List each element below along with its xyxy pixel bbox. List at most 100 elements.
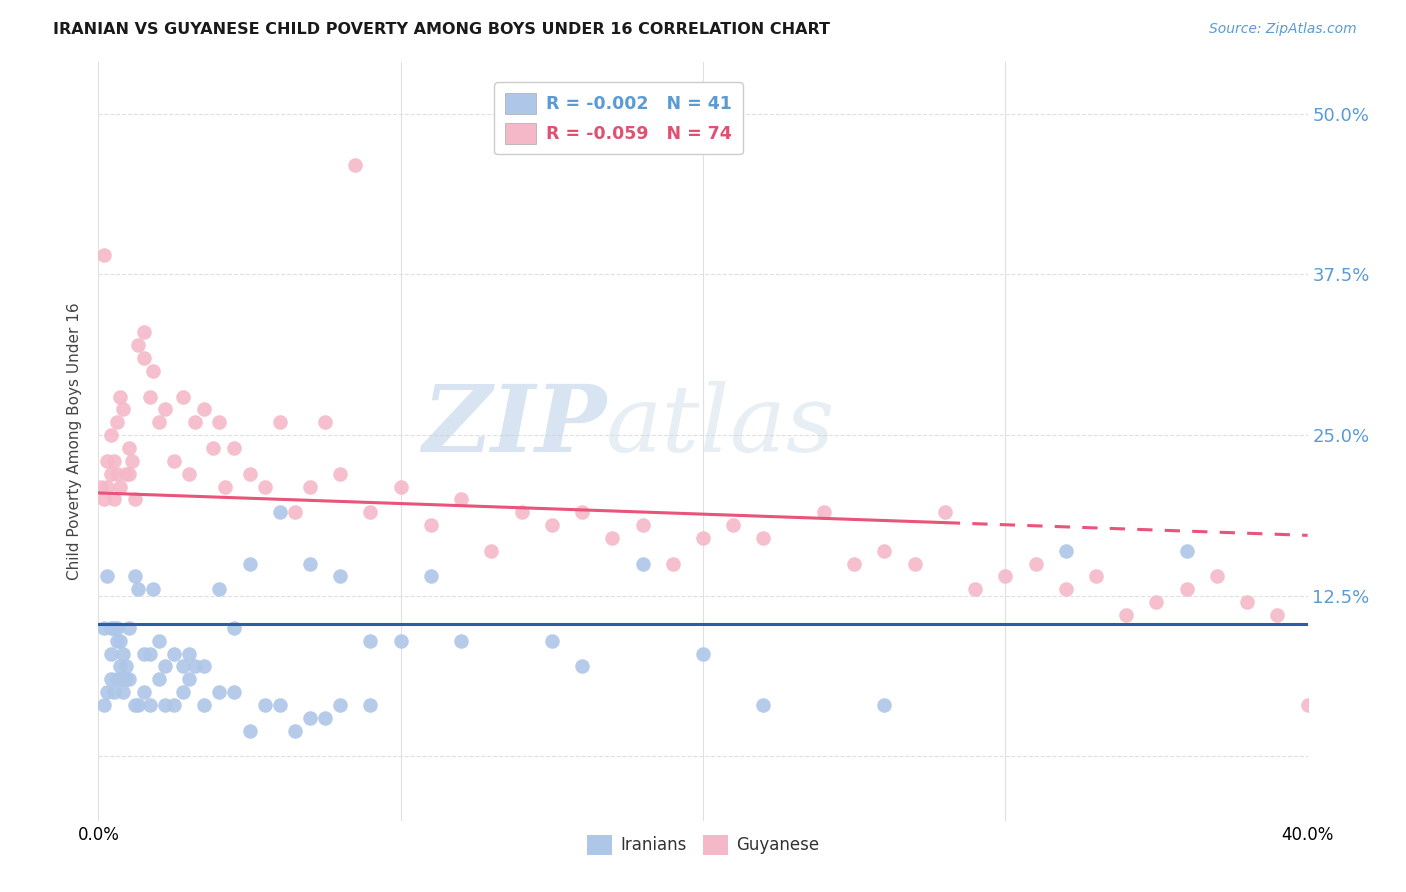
Point (208, 582, 231, 597)
Point (172, 659, 194, 673)
Point (105, 415, 128, 429)
Point (360, 505, 382, 519)
Point (108, 390, 131, 404)
Point (1054, 543, 1077, 558)
Point (389, 479, 412, 493)
Point (124, 698, 146, 712)
Point (108, 633, 131, 648)
Point (208, 415, 231, 429)
Point (105, 467, 128, 481)
Point (239, 723, 262, 738)
Point (389, 633, 412, 648)
Point (111, 402, 134, 417)
Point (1085, 569, 1108, 583)
Point (284, 723, 307, 738)
Point (571, 659, 593, 673)
Point (139, 698, 162, 712)
Point (329, 569, 352, 583)
Point (172, 390, 194, 404)
Point (139, 647, 162, 661)
Point (148, 415, 170, 429)
Point (111, 647, 134, 661)
Point (661, 557, 683, 571)
Point (179, 647, 201, 661)
Point (103, 454, 125, 468)
Point (132, 326, 155, 340)
Legend: Iranians, Guyanese: Iranians, Guyanese (579, 828, 827, 862)
Point (224, 685, 246, 699)
Point (139, 390, 162, 404)
Point (153, 402, 176, 417)
Point (127, 582, 149, 597)
Point (114, 467, 136, 481)
Point (631, 557, 654, 571)
Point (105, 621, 128, 635)
Point (1206, 569, 1229, 583)
Point (1054, 582, 1077, 597)
Point (118, 467, 141, 481)
Point (602, 531, 624, 545)
Point (284, 505, 307, 519)
Point (1024, 557, 1046, 571)
Point (752, 698, 775, 712)
Point (148, 633, 170, 648)
Point (100, 428, 122, 442)
Point (96, 685, 118, 699)
Point (1175, 543, 1198, 558)
Point (1296, 698, 1319, 712)
Point (994, 569, 1017, 583)
Point (239, 557, 262, 571)
Point (153, 698, 176, 712)
Point (114, 659, 136, 673)
Point (142, 364, 165, 378)
Point (103, 685, 125, 699)
Point (450, 633, 472, 648)
Point (239, 467, 262, 481)
Point (100, 673, 122, 687)
Point (124, 569, 146, 583)
Point (269, 505, 291, 519)
Point (96, 569, 118, 583)
Point (108, 673, 131, 687)
Point (299, 711, 322, 725)
Point (148, 673, 170, 687)
Point (314, 415, 336, 429)
Text: Source: ZipAtlas.com: Source: ZipAtlas.com (1209, 22, 1357, 37)
Point (692, 531, 714, 545)
Point (420, 518, 443, 533)
Point (121, 454, 143, 468)
Point (90, 479, 112, 493)
Point (329, 698, 352, 712)
Point (752, 531, 775, 545)
Point (844, 557, 866, 571)
Point (163, 454, 186, 468)
Point (184, 659, 207, 673)
Point (153, 659, 176, 673)
Point (193, 402, 215, 417)
Text: ZIP: ZIP (422, 382, 606, 471)
Point (93, 248, 115, 262)
Point (118, 621, 141, 635)
Point (127, 698, 149, 712)
Point (873, 543, 896, 558)
Point (510, 505, 533, 519)
Point (118, 673, 141, 687)
Point (314, 711, 336, 725)
Point (132, 647, 155, 661)
Point (631, 518, 654, 533)
Point (692, 647, 714, 661)
Point (179, 467, 201, 481)
Point (100, 467, 122, 481)
Point (224, 621, 246, 635)
Point (224, 441, 246, 455)
Point (108, 659, 131, 673)
Point (904, 557, 927, 571)
Point (1115, 607, 1137, 622)
Point (105, 673, 128, 687)
Point (93, 698, 115, 712)
Point (360, 633, 382, 648)
Point (193, 659, 215, 673)
Point (571, 505, 593, 519)
Point (214, 479, 236, 493)
Text: IRANIAN VS GUYANESE CHILD POVERTY AMONG BOYS UNDER 16 CORRELATION CHART: IRANIAN VS GUYANESE CHILD POVERTY AMONG … (53, 22, 831, 37)
